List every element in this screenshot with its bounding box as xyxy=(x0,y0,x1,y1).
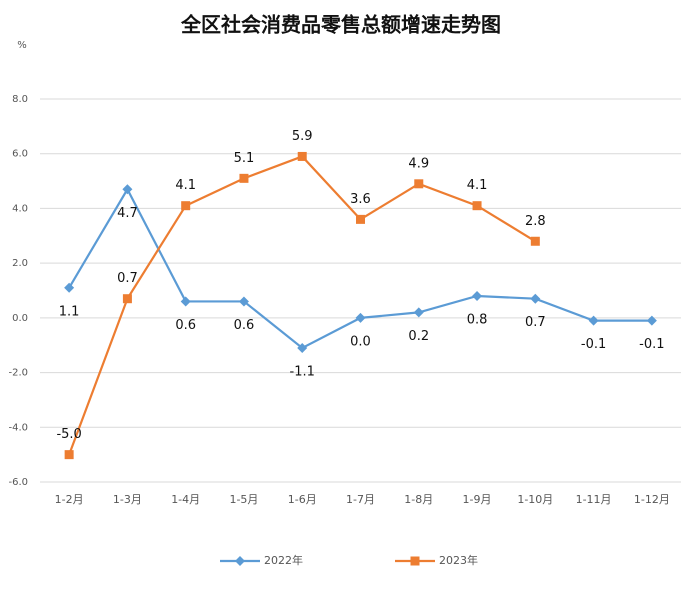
x-tick-label: 1-4月 xyxy=(171,493,200,506)
marker xyxy=(355,312,366,323)
data-label: 0.6 xyxy=(175,318,196,333)
data-label: 2.8 xyxy=(525,214,546,229)
marker xyxy=(181,201,191,211)
legend-label: 2022年 xyxy=(264,553,303,567)
data-label: 4.1 xyxy=(175,178,196,193)
data-label: 3.6 xyxy=(350,192,371,207)
x-tick-label: 1-3月 xyxy=(113,493,142,506)
marker xyxy=(472,290,483,301)
marker xyxy=(414,179,424,189)
data-label: 0.0 xyxy=(350,334,371,349)
marker xyxy=(64,450,74,460)
marker xyxy=(588,315,599,326)
data-label: 1.1 xyxy=(59,304,80,319)
marker xyxy=(646,315,657,326)
marker xyxy=(239,173,249,183)
data-label: 0.7 xyxy=(117,271,138,286)
marker xyxy=(122,184,133,195)
marker xyxy=(413,307,424,318)
x-tick-label: 1-6月 xyxy=(288,493,317,506)
series-line xyxy=(68,187,652,350)
x-tick-label: 1-12月 xyxy=(634,493,670,506)
marker xyxy=(122,294,132,304)
data-label: 0.6 xyxy=(234,318,255,333)
y-tick-label: -6.0 xyxy=(8,477,28,488)
data-label: 4.1 xyxy=(467,178,488,193)
chart-title: 全区社会消费品零售总额增速走势图 xyxy=(180,13,501,37)
y-tick-label: -4.0 xyxy=(8,422,28,433)
marker xyxy=(64,282,75,293)
marker xyxy=(180,296,191,307)
y-axis-label: % xyxy=(17,40,27,51)
data-label: 0.8 xyxy=(467,312,488,327)
data-label: 5.9 xyxy=(292,129,313,144)
y-tick-label: -2.0 xyxy=(8,368,28,379)
y-tick-label: 0.0 xyxy=(12,313,28,324)
marker xyxy=(356,214,365,224)
marker xyxy=(530,236,540,246)
legend-marker xyxy=(410,556,420,566)
marker xyxy=(297,342,308,353)
data-label: -0.1 xyxy=(639,337,664,352)
x-tick-label: 1-5月 xyxy=(229,493,258,506)
marker xyxy=(238,296,249,307)
data-label: 0.7 xyxy=(525,315,546,330)
data-label: 5.1 xyxy=(234,151,255,166)
marker xyxy=(472,201,482,211)
marker xyxy=(297,151,307,161)
data-label: -0.1 xyxy=(581,337,606,352)
x-tick-label: 1-2月 xyxy=(55,493,84,506)
y-tick-label: 6.0 xyxy=(12,149,28,160)
x-tick-label: 1-11月 xyxy=(576,493,612,506)
x-tick-label: 1-7月 xyxy=(346,493,375,506)
series-line xyxy=(68,155,536,456)
data-label: 4.7 xyxy=(117,206,138,221)
x-tick-label: 1-8月 xyxy=(404,493,433,506)
legend-marker xyxy=(235,556,245,566)
y-tick-label: 4.0 xyxy=(12,203,28,214)
x-tick-label: 1-10月 xyxy=(517,493,553,506)
x-tick-label: 1-9月 xyxy=(463,493,492,506)
data-label: 4.9 xyxy=(408,156,429,171)
y-tick-label: 8.0 xyxy=(12,94,28,105)
marker xyxy=(530,293,541,304)
legend-label: 2023年 xyxy=(439,553,478,567)
data-label: -5.0 xyxy=(56,427,81,442)
data-label: 0.2 xyxy=(408,329,429,344)
y-tick-label: 2.0 xyxy=(12,258,28,269)
data-label: -1.1 xyxy=(290,364,315,379)
